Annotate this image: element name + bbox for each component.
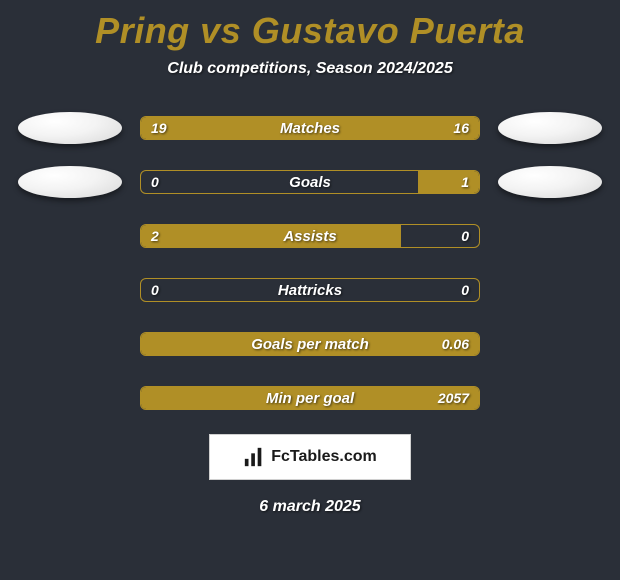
- date-text: 6 march 2025: [259, 498, 360, 516]
- stat-bar: 2057Min per goal: [140, 386, 480, 410]
- stat-label: Goals per match: [141, 333, 479, 355]
- player-photo-left: [18, 166, 122, 198]
- stat-row: 0.06Goals per match: [0, 328, 620, 360]
- comparison-chart: 1916Matches 01Goals 20Assists 00Hattricks 0.…: [0, 112, 620, 414]
- stat-label: Min per goal: [141, 387, 479, 409]
- stat-row: 1916Matches: [0, 112, 620, 144]
- stat-label: Goals: [141, 171, 479, 193]
- stat-row: 01Goals: [0, 166, 620, 198]
- stat-bar: 00Hattricks: [140, 278, 480, 302]
- player-photo-right: [498, 112, 602, 144]
- subtitle: Club competitions, Season 2024/2025: [167, 60, 452, 78]
- player-photo-left: [18, 112, 122, 144]
- source-badge: FcTables.com: [209, 434, 411, 480]
- badge-text: FcTables.com: [271, 448, 377, 466]
- stat-row: 2057Min per goal: [0, 382, 620, 414]
- page-title: Pring vs Gustavo Puerta: [95, 10, 525, 52]
- stat-bar: 1916Matches: [140, 116, 480, 140]
- stat-label: Matches: [141, 117, 479, 139]
- bars-icon: [243, 446, 265, 468]
- stat-row: 00Hattricks: [0, 274, 620, 306]
- infographic-container: Pring vs Gustavo Puerta Club competition…: [0, 0, 620, 580]
- stat-bar: 01Goals: [140, 170, 480, 194]
- player-photo-right: [498, 166, 602, 198]
- stat-label: Assists: [141, 225, 479, 247]
- stat-bar: 20Assists: [140, 224, 480, 248]
- stat-label: Hattricks: [141, 279, 479, 301]
- stat-bar: 0.06Goals per match: [140, 332, 480, 356]
- stat-row: 20Assists: [0, 220, 620, 252]
